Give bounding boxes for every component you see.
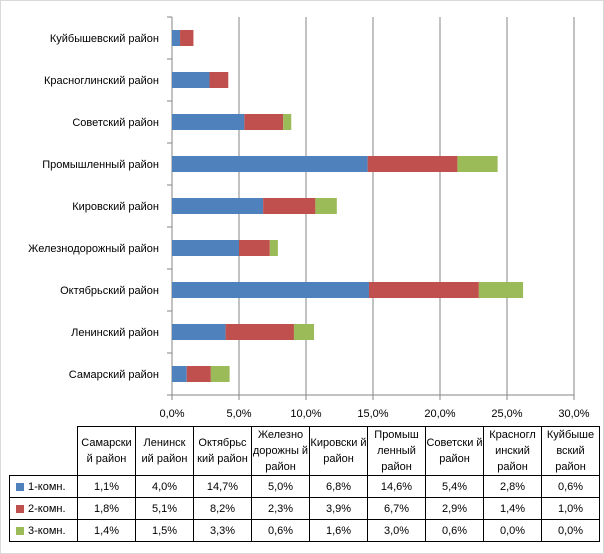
x-tick-label: 20,0% (424, 408, 455, 420)
category-label: Ленинский район (71, 327, 159, 339)
series-name: 2-комн. (28, 502, 66, 515)
category-label: Октябрьский район (60, 285, 159, 297)
bar-segment (269, 240, 278, 256)
table-header: Ленинск ий район (135, 426, 194, 476)
table-header: Красногл инский район (483, 426, 542, 476)
bar-segment (263, 198, 316, 214)
table-cell: 0,0% (541, 519, 600, 542)
bar-segment (209, 72, 229, 88)
bar-segment (368, 282, 479, 298)
category-label: Куйбышевский район (50, 33, 159, 45)
bar-segment (172, 30, 181, 46)
bar-segment (315, 198, 337, 214)
legend-swatch (16, 482, 24, 491)
x-tick-label: 5,0% (226, 408, 251, 420)
legend-entry: 3-комн. (9, 519, 78, 542)
table-cell: 1,5% (135, 519, 194, 542)
bar-segment (172, 282, 369, 298)
table-cell: 4,0% (135, 475, 194, 498)
bar-segment (186, 366, 211, 382)
x-tick-label: 25,0% (491, 408, 522, 420)
table-header: Самарски й район (77, 426, 136, 476)
table-cell: 2,9% (425, 497, 484, 520)
bar-segment (172, 72, 210, 88)
category-label: Красноглинский район (44, 75, 159, 87)
stacked-bar-chart: 0,0% 5,0% 10,0% 15,0% 20,0% 25,0% 30,0% Самарск… (28, 16, 590, 420)
x-tick-label: 15,0% (357, 408, 388, 420)
table-cell: 1,8% (77, 497, 136, 520)
table-cell: 1,6% (309, 519, 368, 542)
bar-segment (172, 366, 187, 382)
table-cell: 0,0% (483, 519, 542, 542)
bar-segment (180, 30, 194, 46)
bar-segment (478, 282, 524, 298)
table-row: 3-комн. 1,4% 1,5% 3,3% 0,6% 1,6% 3,0% 0,6% 0,0% 0… (9, 519, 600, 542)
table-cell: 1,4% (77, 519, 136, 542)
bar-segment (244, 114, 284, 130)
legend-swatch (16, 504, 24, 513)
x-tick-label: 30,0% (558, 408, 589, 420)
legend-entry: 2-комн. (9, 497, 78, 520)
table-cell: 3,9% (309, 497, 368, 520)
series-name: 1-комн. (28, 480, 66, 493)
category-label: Самарский район (69, 369, 159, 381)
table-header: Куйбыше вский район (541, 426, 600, 476)
bar-segment (225, 324, 294, 340)
table-cell: 3,0% (367, 519, 426, 542)
table-cell: 1,4% (483, 497, 542, 520)
table-cell: 14,6% (367, 475, 426, 498)
bar-segment (172, 114, 245, 130)
table-cell: 0,6% (425, 519, 484, 542)
table-header: Октябрьс кий район (193, 426, 252, 476)
table-cell: 6,8% (309, 475, 368, 498)
bar-segment (172, 198, 264, 214)
x-tick-label: 0,0% (159, 408, 184, 420)
legend-entry: 1-комн. (9, 475, 78, 498)
table-header: Железно дорожны й район (251, 426, 310, 476)
table-cell: 1,1% (77, 475, 136, 498)
table-corner (10, 427, 78, 476)
bar-segment (367, 156, 458, 172)
table-cell: 2,8% (483, 475, 542, 498)
table-header: Советски й район (425, 426, 484, 476)
table-header: Промыш ленный район (367, 426, 426, 476)
legend-swatch (16, 526, 24, 535)
category-label: Советский район (72, 117, 159, 129)
bar-segment (210, 366, 230, 382)
bar-segment (172, 156, 368, 172)
category-label: Кировский район (72, 201, 159, 213)
category-label: Промышленный район (42, 159, 159, 171)
table-cell: 2,3% (251, 497, 310, 520)
table-cell: 0,6% (541, 475, 600, 498)
table-cell: 5,0% (251, 475, 310, 498)
table-header: Кировски й район (309, 426, 368, 476)
table-cell: 0,6% (251, 519, 310, 542)
bar-segment (172, 240, 239, 256)
table-cell: 1,0% (541, 497, 600, 520)
table-cell: 8,2% (193, 497, 252, 520)
category-label: Железнодорожный район (28, 243, 159, 255)
table-cell: 6,7% (367, 497, 426, 520)
bar-segment (457, 156, 498, 172)
table-row: 2-комн. 1,8% 5,1% 8,2% 2,3% 3,9% 6,7% 2,9% 1,4% 1… (9, 497, 600, 520)
bar-segment (283, 114, 292, 130)
table-cell: 5,4% (425, 475, 484, 498)
data-table: Самарски й район Ленинск ий район Октябрьс… (9, 426, 600, 542)
x-tick-label: 10,0% (290, 408, 321, 420)
bar-segment (172, 324, 226, 340)
table-cell: 14,7% (193, 475, 252, 498)
bar-segment (293, 324, 315, 340)
table-row: 1-комн. 1,1% 4,0% 14,7% 5,0% 6,8% 14,6% 5,4% 2,8… (9, 475, 600, 498)
series-name: 3-комн. (28, 524, 66, 537)
table-cell: 5,1% (135, 497, 194, 520)
table-cell: 3,3% (193, 519, 252, 542)
bar-segment (239, 240, 270, 256)
